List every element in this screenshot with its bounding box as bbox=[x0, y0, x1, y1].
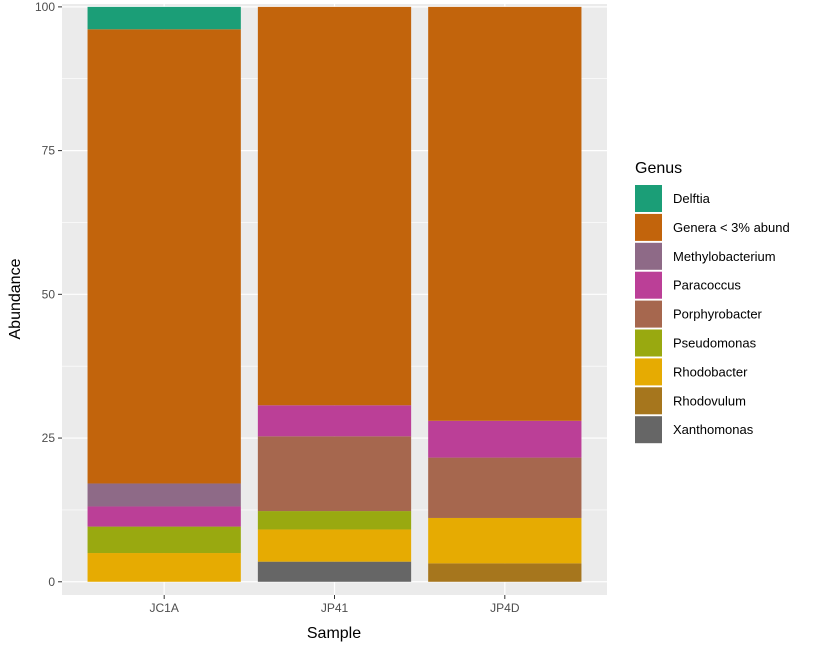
x-axis-title: Sample bbox=[307, 625, 361, 642]
bar-segment bbox=[428, 517, 582, 564]
legend-label: Porphyrobacter bbox=[673, 307, 763, 322]
y-tick-label: 100 bbox=[35, 0, 55, 14]
legend-swatch bbox=[635, 271, 662, 299]
bar-segment bbox=[428, 6, 582, 421]
legend-swatch bbox=[635, 329, 662, 357]
legend-swatch bbox=[635, 358, 662, 386]
legend-label: Xanthomonas bbox=[673, 422, 754, 437]
bar-segment bbox=[428, 420, 582, 458]
legend-label: Rhodovulum bbox=[673, 393, 746, 408]
x-tick-label: JP4D bbox=[490, 601, 520, 615]
legend-swatch bbox=[635, 242, 662, 270]
bar-segment bbox=[257, 6, 412, 406]
x-tick-label: JP41 bbox=[321, 601, 349, 615]
legend-swatch bbox=[635, 416, 662, 444]
legend-swatch bbox=[635, 213, 662, 241]
legend-swatch bbox=[635, 185, 662, 212]
bar-segment bbox=[87, 29, 241, 484]
bars bbox=[87, 6, 582, 582]
bar-segment bbox=[257, 529, 412, 562]
bar-segment bbox=[257, 561, 412, 582]
bar-segment bbox=[87, 553, 241, 582]
legend-label: Rhodobacter bbox=[673, 364, 748, 379]
legend-swatch bbox=[635, 387, 662, 415]
bar-segment bbox=[87, 506, 241, 527]
bar-segment bbox=[257, 405, 412, 437]
legend-label: Pseudomonas bbox=[673, 336, 757, 351]
y-tick-label: 50 bbox=[42, 287, 56, 301]
y-axis: 0 25 50 75 100 bbox=[35, 0, 62, 589]
bar-segment bbox=[87, 6, 241, 30]
bar-segment bbox=[87, 483, 241, 507]
bar-segment bbox=[428, 563, 582, 582]
legend-label: Delftia bbox=[673, 191, 711, 206]
bar-segment bbox=[257, 436, 412, 512]
y-tick-label: 75 bbox=[42, 144, 56, 158]
y-axis-title: Abundance bbox=[7, 258, 24, 339]
bar-segment bbox=[257, 511, 412, 530]
x-tick-label: JC1A bbox=[150, 601, 179, 615]
legend-swatch bbox=[635, 300, 662, 328]
legend-label: Paracoccus bbox=[673, 278, 741, 293]
legend-label: Genera < 3% abund bbox=[673, 220, 790, 235]
bar-segment bbox=[428, 457, 582, 518]
legend-title: Genus bbox=[635, 160, 682, 177]
legend-label: Methylobacterium bbox=[673, 249, 776, 264]
y-tick-label: 0 bbox=[48, 575, 55, 589]
y-tick-label: 25 bbox=[42, 431, 56, 445]
legend: Genus Delftia Genera < 3% abund Methylobac… bbox=[635, 160, 790, 444]
bar-segment bbox=[87, 526, 241, 554]
x-axis: JC1A JP41 JP4D bbox=[150, 595, 520, 615]
